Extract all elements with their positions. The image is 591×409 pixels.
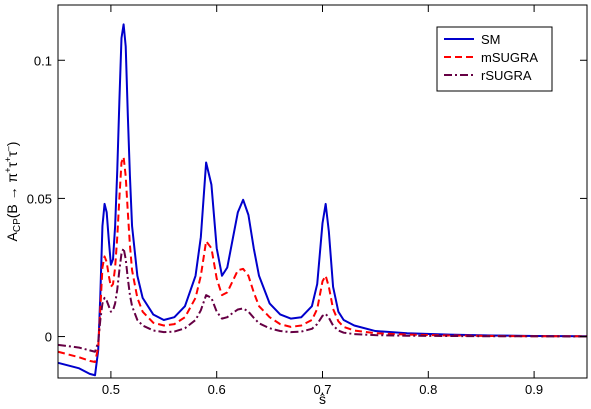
plot-lines xyxy=(57,23,588,377)
x-tick-label: 0.8 xyxy=(419,382,437,397)
y-axis-title-main: A xyxy=(4,231,20,241)
x-tick-label: 0.6 xyxy=(208,382,226,397)
legend-label-msugra: mSUGRA xyxy=(481,50,538,65)
x-tick-label: 0.9 xyxy=(525,382,543,397)
y-axis-title-open: (B xyxy=(4,200,20,218)
y-tick-label: 0.1 xyxy=(34,53,52,68)
y-axis-title-close: ) xyxy=(4,142,20,147)
y-axis-title: ACP(B → π+τ+τ–) xyxy=(3,142,23,242)
x-tick-label: 0.5 xyxy=(102,382,120,397)
series-line-sm xyxy=(57,23,588,377)
legend: SM mSUGRA rSUGRA xyxy=(436,26,553,92)
y-axis-title-sup3: – xyxy=(3,146,13,151)
y-axis-title-sup1: + xyxy=(3,168,13,173)
axis-ticks: 0.5 0.6 0.7 0.8 0.9 0 0.05 0.1 xyxy=(27,5,587,397)
x-tick-label: 0.7 xyxy=(313,382,331,397)
y-tick-label: 0 xyxy=(45,330,52,345)
y-axis-title-sub: CP xyxy=(12,218,23,232)
legend-box xyxy=(436,26,553,92)
y-axis-title-tau1: τ xyxy=(4,162,20,168)
legend-label-rsugra: rSUGRA xyxy=(481,68,532,83)
series-line-msugra xyxy=(57,155,587,363)
y-axis-title-sup2: + xyxy=(3,157,13,162)
y-axis-title-tau2: τ xyxy=(4,151,20,157)
y-axis-title-arrow: → xyxy=(4,186,20,200)
legend-label-sm: SM xyxy=(481,32,501,47)
series-line-rsugra xyxy=(57,247,588,353)
y-tick-label: 0.05 xyxy=(27,191,52,206)
y-axis-title-pi: π xyxy=(4,172,20,186)
x-axis-title: ŝ xyxy=(319,391,326,407)
